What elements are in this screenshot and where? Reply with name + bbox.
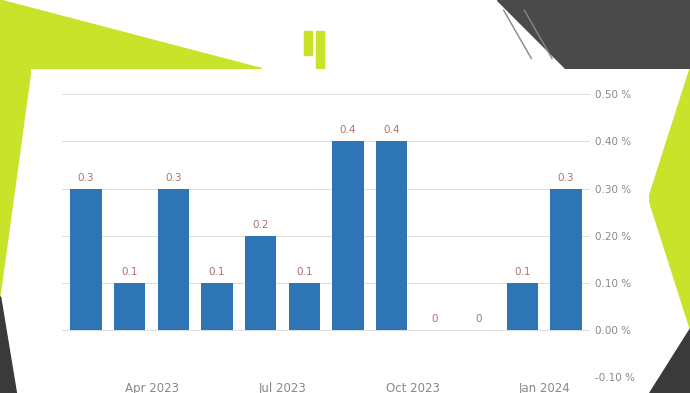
- Bar: [114, 283, 146, 330]
- Bar: [550, 189, 582, 330]
- Text: 0.2: 0.2: [253, 220, 269, 230]
- Bar: [70, 189, 102, 330]
- Text: 0.3: 0.3: [78, 173, 95, 182]
- Text: 0.3: 0.3: [165, 173, 181, 182]
- Text: Ultima: Ultima: [355, 26, 412, 41]
- Text: Markets: Markets: [355, 51, 425, 66]
- FancyBboxPatch shape: [316, 31, 324, 69]
- Text: 0.4: 0.4: [339, 125, 356, 135]
- Text: 0.4: 0.4: [383, 125, 400, 135]
- Polygon shape: [649, 328, 690, 393]
- Polygon shape: [0, 0, 262, 69]
- Bar: [332, 141, 364, 330]
- Bar: [201, 283, 233, 330]
- Text: 0.1: 0.1: [121, 267, 138, 277]
- Bar: [376, 141, 407, 330]
- Text: 0.3: 0.3: [558, 173, 574, 182]
- Text: 0.1: 0.1: [514, 267, 531, 277]
- Polygon shape: [649, 69, 690, 328]
- FancyBboxPatch shape: [304, 31, 312, 55]
- Text: 0.1: 0.1: [208, 267, 225, 277]
- Text: 0: 0: [432, 314, 438, 324]
- Polygon shape: [0, 69, 31, 296]
- Polygon shape: [0, 296, 15, 393]
- Polygon shape: [497, 0, 690, 69]
- Text: 0: 0: [475, 314, 482, 324]
- Text: 0.1: 0.1: [296, 267, 313, 277]
- Bar: [288, 283, 320, 330]
- Bar: [157, 189, 189, 330]
- Bar: [506, 283, 538, 330]
- Bar: [245, 236, 276, 330]
